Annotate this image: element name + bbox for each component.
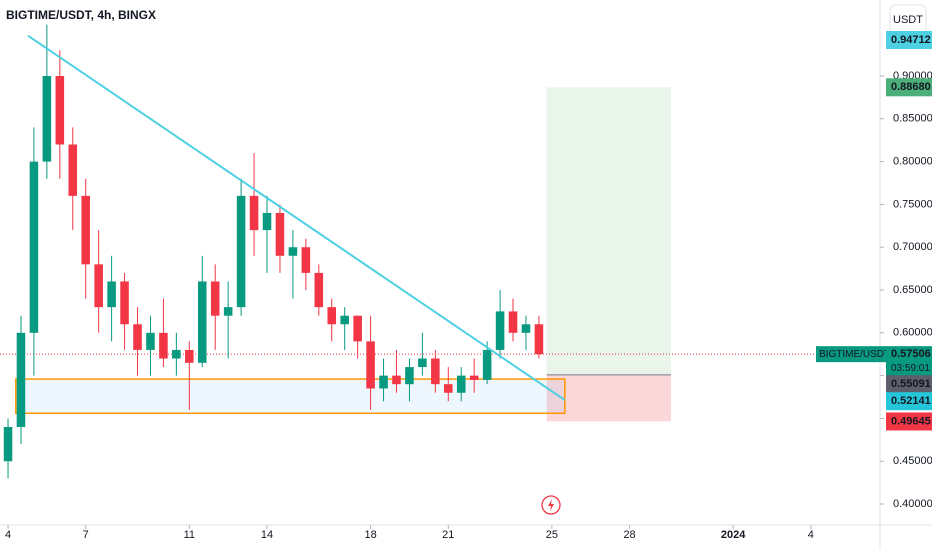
candle-body: [210, 281, 220, 316]
candle-body: [482, 349, 492, 380]
price-label-bg: [886, 412, 932, 431]
trendline: [27, 34, 566, 401]
current-price-bg: [886, 346, 932, 377]
y-tick-label: 0.85000: [893, 113, 932, 125]
candle-body: [288, 247, 298, 256]
candle-body: [444, 384, 453, 393]
x-tick-label: 7: [83, 529, 89, 541]
candle-body: [55, 76, 65, 145]
candle-body: [3, 426, 13, 462]
candle-body: [120, 281, 129, 325]
price-label-bg: [886, 78, 932, 97]
candle-body: [469, 375, 479, 380]
x-tick-label: 11: [184, 529, 195, 541]
candle-body: [340, 315, 349, 325]
x-tick-label: 4: [5, 529, 11, 541]
candle-body: [159, 332, 168, 359]
candle-body: [146, 332, 155, 350]
candle-body: [42, 76, 52, 162]
candle-body: [495, 311, 505, 350]
candle-body: [172, 349, 181, 359]
support-zone: [15, 378, 566, 415]
candle-body: [94, 264, 103, 308]
candle-body: [29, 161, 39, 333]
candle-body: [405, 367, 414, 385]
position-profit: [546, 87, 672, 375]
candle-body: [133, 324, 142, 350]
plot: [0, 24, 880, 479]
price-label: 0.94712: [891, 34, 931, 46]
candle-body: [534, 324, 544, 355]
candle-body: [508, 311, 518, 333]
countdown: 03:59:01: [891, 363, 930, 374]
candle-body: [301, 247, 311, 273]
price-label: 0.88680: [891, 81, 931, 93]
candle-body: [366, 341, 375, 389]
y-tick-label: 0.65000: [893, 284, 932, 296]
candle-body: [16, 332, 26, 427]
candle-body: [249, 195, 259, 231]
candle-body: [275, 212, 285, 256]
current-price-label: 0.57506: [891, 348, 931, 360]
price-label-bg: [886, 31, 932, 49]
candle-body: [68, 144, 78, 196]
x-tick-label: 2024: [721, 529, 746, 541]
x-tick-label: 28: [623, 529, 635, 541]
candle-body: [185, 349, 194, 363]
price-label: 0.49645: [891, 415, 931, 427]
y-tick-label: 0.70000: [893, 241, 932, 253]
candle-body: [236, 195, 246, 308]
price-label-bg: [886, 392, 932, 411]
candle-body: [431, 358, 440, 385]
candle-body: [521, 324, 531, 333]
y-tick-label: 0.80000: [893, 156, 932, 168]
price-label: 0.52141: [891, 395, 931, 407]
candle-body: [197, 281, 207, 363]
x-tick-label: 18: [364, 529, 376, 541]
price-label-bg: [886, 375, 932, 394]
candle-body: [262, 212, 272, 231]
x-tick-label: 14: [261, 529, 273, 541]
position-loss: [546, 374, 672, 422]
current-price-name: BIGTIME/USDT.PS: [819, 349, 905, 360]
y-tick-label: 0.40000: [893, 498, 932, 510]
alert-icon[interactable]: [541, 495, 561, 515]
candle-body: [418, 358, 427, 368]
candle-body: [353, 315, 362, 342]
candle-body: [327, 307, 337, 325]
candle-body: [392, 375, 401, 385]
price-label: 0.55091: [891, 378, 931, 390]
y-tick-label: 0.60000: [893, 327, 932, 339]
currency-button-label[interactable]: USDT: [893, 14, 923, 26]
candle-body: [107, 281, 116, 308]
chart-title: BIGTIME/USDT, 4h, BINGX: [6, 8, 156, 22]
candle-body: [81, 195, 90, 265]
candle-body: [379, 375, 388, 389]
candle-body: [223, 307, 233, 316]
x-tick-label: 4: [808, 529, 814, 541]
y-tick-label: 0.45000: [893, 455, 932, 467]
current-price-name-bg: [816, 346, 886, 363]
x-tick-label: 21: [442, 529, 454, 541]
y-tick-label: 0.75000: [893, 198, 932, 210]
x-tick-label: 25: [546, 529, 558, 541]
candle-body: [456, 375, 466, 393]
candle-body: [314, 272, 324, 308]
